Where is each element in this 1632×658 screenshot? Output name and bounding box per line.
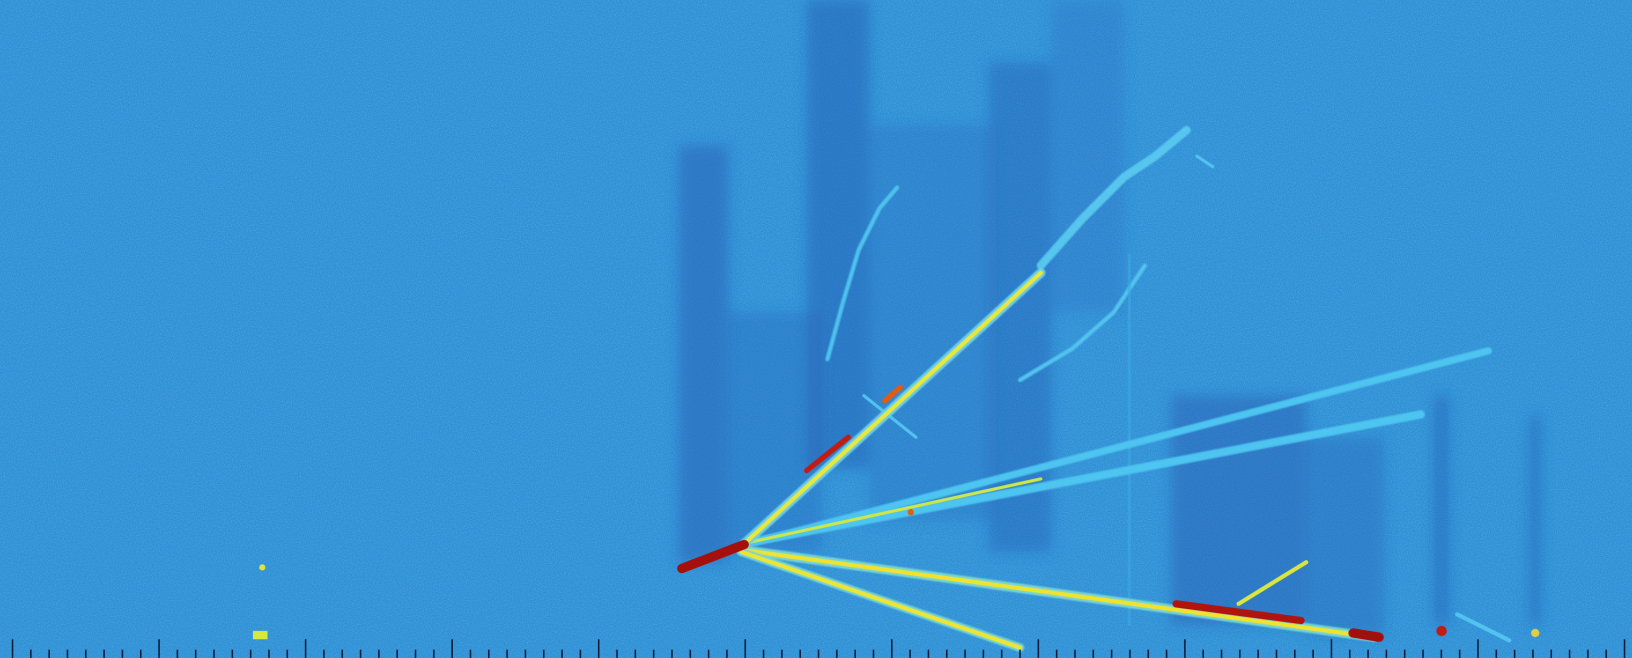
hit bbox=[907, 509, 914, 516]
dark-band bbox=[1170, 395, 1307, 625]
track-hot bbox=[1348, 628, 1384, 642]
track-core bbox=[738, 270, 1043, 549]
dark-band bbox=[806, 0, 870, 469]
track-core bbox=[742, 477, 1043, 546]
tick-row bbox=[11, 639, 1626, 658]
dark-band bbox=[1306, 437, 1385, 636]
faint-track bbox=[1195, 154, 1215, 169]
track bbox=[740, 410, 1425, 548]
track-core bbox=[738, 547, 1376, 640]
dark-bands bbox=[678, 0, 1541, 636]
track-core bbox=[738, 549, 1023, 650]
track-hot bbox=[804, 434, 851, 474]
dark-band bbox=[869, 124, 994, 521]
track bbox=[1236, 560, 1309, 606]
faint-track bbox=[1036, 125, 1191, 270]
faint-track bbox=[1455, 612, 1512, 643]
hit bbox=[1436, 625, 1447, 637]
faint-track bbox=[825, 185, 900, 362]
hit bbox=[1531, 628, 1540, 638]
dark-band bbox=[678, 145, 729, 563]
dark-band bbox=[1051, 0, 1125, 313]
track-hot bbox=[1172, 600, 1305, 625]
dark-band bbox=[1530, 416, 1541, 625]
track bbox=[737, 347, 1493, 550]
hit bbox=[259, 564, 266, 571]
hit bbox=[252, 630, 268, 640]
faint-tracks bbox=[825, 125, 1512, 643]
vertex bbox=[677, 539, 749, 574]
tracks bbox=[252, 268, 1540, 652]
track-hot bbox=[882, 384, 903, 404]
dark-band bbox=[1434, 395, 1449, 625]
